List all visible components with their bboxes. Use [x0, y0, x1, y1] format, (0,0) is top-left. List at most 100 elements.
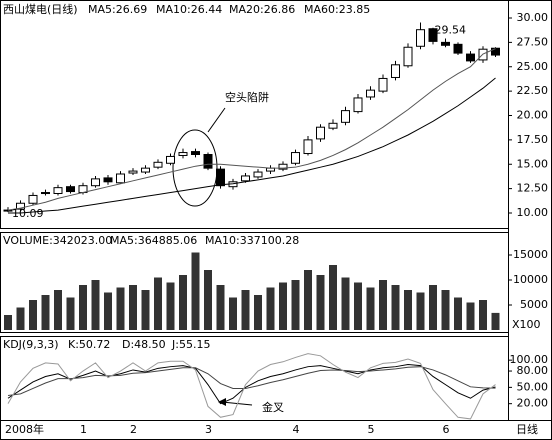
candle-body: [178, 152, 188, 156]
candle-body: [278, 163, 288, 170]
cross-arrow: [221, 401, 253, 406]
volume-bar: [404, 290, 412, 330]
y-tick-label: 50.00: [517, 380, 549, 393]
volume-bar: [254, 295, 262, 330]
candle-body: [16, 202, 25, 210]
volume-bar: [341, 277, 350, 330]
moving-average: [7, 48, 496, 211]
candle-body: [341, 110, 350, 123]
candle-body: [116, 173, 125, 184]
volume-bar: [154, 277, 162, 330]
candle-body: [128, 170, 138, 174]
y-tick-label: 20.00: [517, 109, 549, 122]
period-label: 日线: [516, 422, 538, 436]
volume-bar: [66, 297, 75, 330]
candle-body: [353, 97, 363, 113]
y-tick-label: 100.00: [510, 353, 549, 366]
volume-bar: [54, 290, 62, 330]
volume-bar: [191, 252, 200, 330]
volume-bar: [141, 290, 150, 330]
volume-bar: [204, 270, 212, 330]
y-tick-label: 10.00: [517, 206, 549, 219]
candle-body: [166, 155, 175, 164]
candle-body: [141, 167, 150, 173]
panel-header: 西山煤电(日线): [3, 2, 78, 16]
volume-bar: [354, 282, 362, 330]
volume-bar: [29, 300, 37, 330]
y-tick-label: 27.50: [517, 35, 549, 48]
high-label: 29.54: [435, 23, 467, 36]
annotation: 空头陷阱: [225, 90, 269, 104]
volume-bar: [366, 287, 375, 330]
candle-body: [241, 175, 250, 182]
candle-body: [403, 46, 413, 67]
panel-header: MA20:26.86: [229, 3, 295, 16]
candle-body: [303, 139, 313, 155]
volume-bar: [441, 290, 450, 330]
panel-header: KDJ(9,3,3): [3, 338, 59, 351]
volume-bar: [291, 280, 300, 330]
candle-body: [91, 178, 100, 187]
candle-body: [203, 154, 213, 169]
candle-body: [378, 77, 388, 92]
date-label: 2: [130, 423, 137, 436]
candle-body: [191, 151, 200, 155]
kdj-line: [7, 353, 496, 420]
y-tick-label: 5000: [520, 298, 548, 311]
y-tick-label: 22.50: [517, 84, 549, 97]
candle-body: [316, 126, 325, 140]
kdj-line: [7, 364, 496, 405]
panel-header: J:55.15: [171, 338, 210, 351]
volume-bar: [304, 270, 312, 330]
y-tick-label: 15.00: [517, 157, 549, 170]
date-label: 4: [293, 423, 300, 436]
panel-header: MA10:337100.28: [205, 234, 299, 247]
volume-bar: [416, 292, 425, 330]
y-tick-label: 17.50: [517, 133, 549, 146]
candle-body: [453, 43, 463, 54]
candle-body: [391, 64, 400, 78]
date-label: 1: [80, 423, 87, 436]
moving-average: [8, 77, 496, 214]
volume-bar: [429, 285, 437, 330]
volume-bar: [104, 292, 112, 330]
candle-body: [216, 168, 225, 187]
candle-body: [366, 89, 375, 98]
volume-bar: [279, 282, 287, 330]
volume-bar: [479, 300, 487, 330]
panel-header: MA5:26.69: [88, 3, 147, 16]
volume-bar: [166, 282, 175, 330]
volume-bar: [241, 290, 250, 330]
volume-bar: [16, 307, 25, 330]
candle-body: [66, 186, 75, 193]
candle-body: [3, 209, 13, 212]
volume-bar: [116, 287, 125, 330]
cross-arrowhead: [218, 398, 226, 406]
candle-body: [466, 53, 475, 62]
candle-body: [103, 177, 113, 183]
volume-bar: [266, 287, 275, 330]
y-tick-label: 20.00: [517, 397, 549, 410]
panel-header: MA10:26.44: [156, 3, 222, 16]
volume-bar: [91, 280, 100, 330]
candle-body: [328, 122, 338, 129]
volume-bar: [379, 280, 387, 330]
panel-header: K:50.72: [68, 338, 110, 351]
volume-bar: [79, 285, 87, 330]
y-tick-label: 25.00: [517, 60, 549, 73]
candle-body: [53, 187, 63, 194]
y-tick-label: 30.00: [517, 11, 549, 24]
candle-body: [428, 28, 438, 42]
volume-bar: [329, 265, 337, 330]
volume-bar: [391, 285, 400, 330]
volume-bar: [179, 275, 187, 330]
date-label: 3: [205, 423, 212, 436]
panel-header: D:48.50: [122, 338, 166, 351]
candle-body: [491, 47, 500, 56]
volume-bar: [41, 295, 50, 330]
date-label: 5: [368, 423, 375, 436]
volume-bar: [491, 312, 500, 330]
y-tick-label: 12.50: [517, 182, 549, 195]
volume-bar: [316, 275, 325, 330]
